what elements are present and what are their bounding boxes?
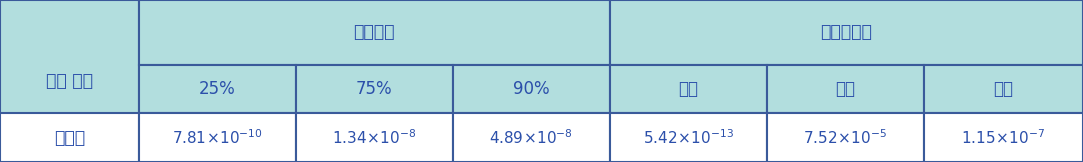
Text: 최대: 최대 <box>835 80 856 98</box>
Text: $5.42\!\times\!10^{-13}$: $5.42\!\times\!10^{-13}$ <box>643 128 733 147</box>
Bar <box>0 113 139 162</box>
Bar <box>139 65 296 113</box>
Bar <box>139 0 610 65</box>
Text: 일반군: 일반군 <box>54 129 84 147</box>
Text: 최소: 최소 <box>678 80 699 98</box>
Bar <box>453 113 610 162</box>
Bar <box>767 65 924 113</box>
Bar <box>924 113 1083 162</box>
Text: 25%: 25% <box>199 80 235 98</box>
Bar <box>139 113 296 162</box>
Bar <box>0 0 139 162</box>
Text: $1.15\!\times\!10^{-7}$: $1.15\!\times\!10^{-7}$ <box>962 128 1045 147</box>
Text: 90%: 90% <box>513 80 549 98</box>
Bar <box>453 65 610 113</box>
Text: 평균: 평균 <box>993 80 1014 98</box>
Text: $7.81\!\times\!10^{-10}$: $7.81\!\times\!10^{-10}$ <box>172 128 262 147</box>
Text: 기술통계량: 기술통계량 <box>821 23 872 41</box>
Bar <box>610 65 767 113</box>
Bar <box>296 65 453 113</box>
Bar <box>610 0 1083 65</box>
Text: 백분위수: 백분위수 <box>353 23 395 41</box>
Text: 대상 구분: 대상 구분 <box>45 72 93 90</box>
Text: $7.52\!\times\!10^{-5}$: $7.52\!\times\!10^{-5}$ <box>804 128 887 147</box>
Text: $1.34\!\times\!10^{-8}$: $1.34\!\times\!10^{-8}$ <box>332 128 416 147</box>
Text: $4.89\!\times\!10^{-8}$: $4.89\!\times\!10^{-8}$ <box>490 128 573 147</box>
Bar <box>296 113 453 162</box>
Bar <box>610 113 767 162</box>
Text: 75%: 75% <box>356 80 392 98</box>
Bar <box>924 65 1083 113</box>
Bar <box>767 113 924 162</box>
